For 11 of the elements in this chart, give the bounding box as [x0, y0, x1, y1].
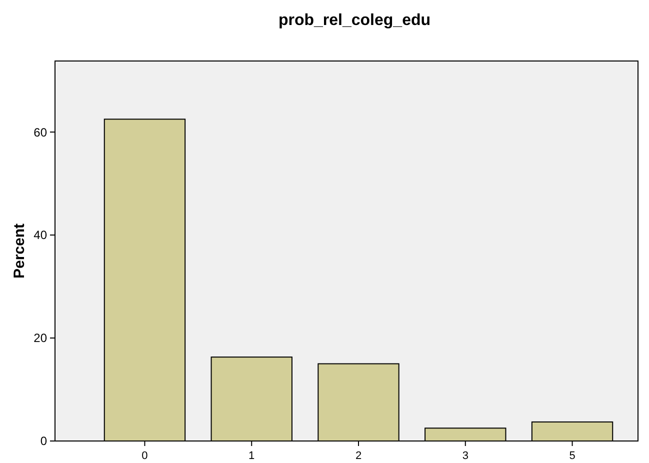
- y-tick-label: 20: [34, 331, 48, 346]
- y-tick-label: 40: [34, 228, 48, 242]
- x-tick-label: 0: [142, 450, 148, 462]
- x-tick-label: 2: [355, 450, 362, 462]
- x-tick-label: 1: [248, 450, 255, 462]
- y-axis-title: Percent: [11, 223, 28, 279]
- x-tick-label: 5: [569, 450, 576, 462]
- chart-title: prob_rel_coleg_edu: [278, 12, 431, 29]
- x-tick-label: 3: [462, 450, 468, 462]
- y-tick-label: 0: [40, 434, 48, 448]
- y-tick-label: 60: [34, 125, 48, 140]
